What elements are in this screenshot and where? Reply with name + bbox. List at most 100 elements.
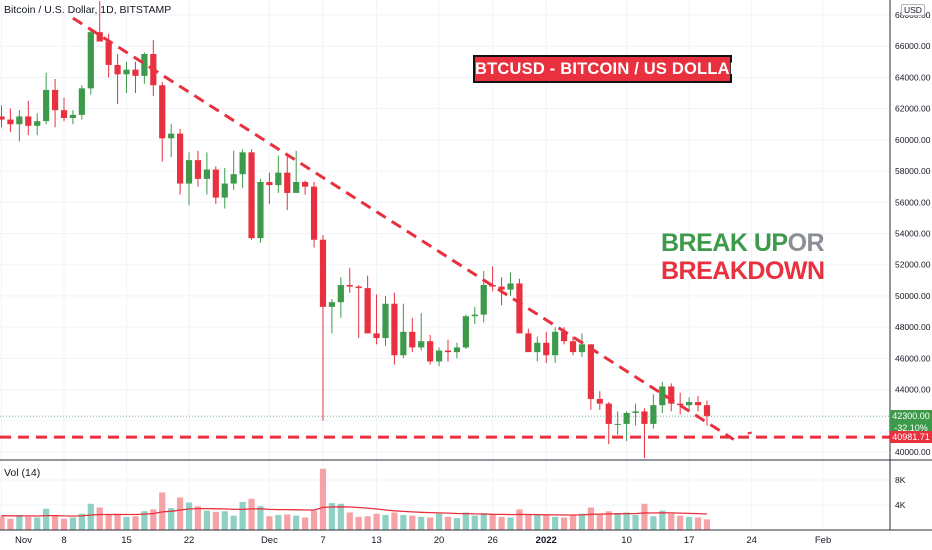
candle-body [132, 69, 139, 76]
candle-body [686, 402, 693, 406]
volume-bar [275, 515, 282, 530]
candle-body [444, 350, 452, 353]
time-tick-label: Feb [815, 535, 831, 546]
candle-body [96, 32, 103, 42]
volume-tick-label: 4K [895, 500, 906, 510]
candle-body [337, 285, 344, 303]
volume-bar [346, 512, 353, 530]
volume-bar [123, 516, 130, 530]
volume-bar [141, 511, 148, 530]
volume-bar [507, 517, 514, 530]
candle-body [203, 169, 210, 179]
volume-bar [409, 515, 416, 530]
candle-body [51, 89, 59, 111]
overlays [0, 16, 890, 441]
time-tick-label: Dec [261, 535, 278, 546]
time-tick-label: Nov [15, 535, 32, 546]
candle-body [364, 288, 371, 334]
volume-bar [310, 510, 318, 530]
candle-body [221, 183, 228, 198]
time-tick-label: 22 [184, 535, 195, 546]
symbol-title[interactable]: Bitcoin / U.S. Dollar, 1D, BITSTAMP [4, 4, 172, 16]
volume-bar [16, 515, 23, 530]
candle-body [534, 342, 541, 353]
candle-body [328, 302, 336, 307]
volume-bar [525, 514, 532, 530]
candle-body [346, 285, 353, 287]
volume-bar [7, 518, 14, 530]
volume-bar [543, 515, 550, 530]
candle-body [569, 341, 577, 353]
volume-bar [569, 515, 577, 530]
candle-body [650, 405, 657, 424]
price-tick-label: 58000.00 [895, 166, 931, 176]
candle-body [677, 403, 684, 406]
candle-body [516, 283, 523, 334]
candle-body [177, 133, 184, 184]
volume-bar [34, 517, 41, 530]
volume-bar [632, 515, 639, 530]
price-tick-label: 62000.00 [895, 104, 931, 114]
volume-bar [677, 515, 684, 530]
candle-body [123, 69, 130, 75]
candle-body [141, 54, 148, 76]
grid [0, 0, 890, 530]
time-tick-label: 24 [746, 535, 757, 546]
volume-bar [132, 516, 139, 530]
candle-body [418, 341, 425, 348]
volume-bar [266, 516, 273, 530]
volume-bar [194, 506, 202, 530]
price-tick-label: 40000.00 [895, 447, 931, 457]
price-change-tag: -32.10% [890, 422, 932, 435]
candle-body [641, 411, 648, 424]
candle-body [78, 88, 85, 115]
volume-bar [498, 516, 505, 530]
price-tick-label: 60000.00 [895, 135, 931, 145]
candle-body [114, 64, 121, 75]
currency-badge[interactable]: USD [901, 4, 925, 16]
volume-bar [96, 507, 103, 530]
candle-body [60, 110, 68, 119]
volume-bar [168, 508, 175, 530]
volume-bar [614, 513, 621, 530]
time-tick-label: 17 [684, 535, 695, 546]
candle-body [302, 181, 309, 187]
candle-body [319, 239, 327, 307]
volume-bar [319, 468, 327, 530]
time-tick-label: 20 [434, 535, 445, 546]
price-tick-label: 48000.00 [895, 322, 931, 332]
volume-bar [212, 511, 219, 530]
time-tick-label: 10 [621, 535, 632, 546]
volume-bar [418, 516, 425, 530]
candle-body [668, 386, 675, 404]
volume-bar [105, 515, 112, 530]
price-tick-label: 66000.00 [895, 41, 931, 51]
candle-body [373, 333, 380, 339]
volume-bar [328, 503, 336, 530]
volume-bar [185, 502, 193, 530]
volume-bar [668, 513, 675, 530]
support-price-tag: 40981.71 [890, 431, 932, 444]
volume-bar [587, 507, 594, 530]
price-tick-label: 44000.00 [895, 385, 931, 395]
candle-body [7, 119, 14, 125]
candle-body [596, 398, 603, 404]
or-text: OR [787, 229, 825, 257]
candle-body [43, 89, 50, 122]
volume-bar [373, 513, 380, 530]
candle-body [168, 133, 175, 139]
volume-bar [257, 506, 264, 530]
volume-moving-average [1, 506, 708, 517]
volume-bar [453, 518, 461, 530]
volume-bar [400, 515, 407, 530]
volume-bar [203, 510, 210, 530]
volume-indicator-title[interactable]: Vol (14) [4, 467, 41, 479]
volume-bar [552, 516, 559, 530]
candle-body [105, 41, 112, 65]
candle-body [552, 331, 559, 356]
candle-body [605, 403, 612, 424]
volume-bar [462, 512, 469, 530]
volume-tick-label: 8K [895, 475, 906, 485]
volume-bar [364, 516, 371, 530]
